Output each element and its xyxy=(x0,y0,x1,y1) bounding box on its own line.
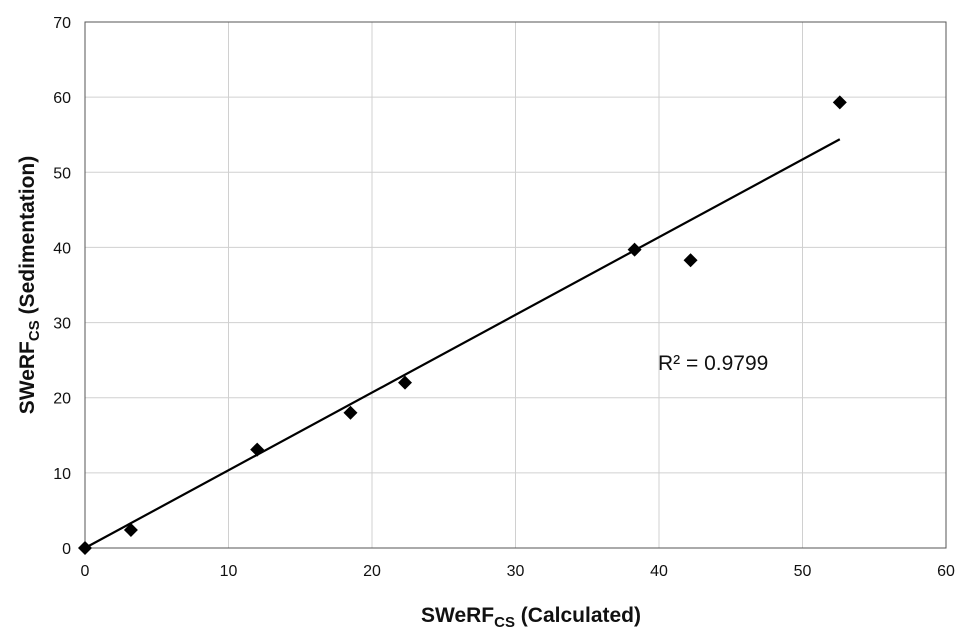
x-tick-labels: 0 10 20 30 40 50 60 xyxy=(81,563,955,580)
data-point-marker xyxy=(683,253,698,268)
y-tick-labels: 0 10 20 30 40 50 60 70 xyxy=(53,15,71,558)
x-tick-label: 0 xyxy=(81,563,90,580)
y-axis-title-suffix: (Sedimentation) xyxy=(16,156,39,321)
data-point-marker xyxy=(250,442,265,457)
trendline xyxy=(84,138,841,549)
data-point-marker xyxy=(343,405,358,420)
x-axis-title-suffix: (Calculated) xyxy=(515,604,641,627)
y-tick-label: 60 xyxy=(53,90,71,107)
y-tick-label: 20 xyxy=(53,391,71,408)
x-tick-label: 60 xyxy=(937,563,955,580)
y-axis-title-sub: CS xyxy=(26,320,43,341)
data-point-marker xyxy=(832,95,847,110)
data-point-marker xyxy=(78,541,92,555)
x-tick-label: 40 xyxy=(650,563,668,580)
x-axis-title-main: SWeRF xyxy=(421,604,494,627)
x-axis-title: SWeRFCS (Calculated) xyxy=(421,604,641,631)
x-tick-label: 10 xyxy=(220,563,238,580)
data-point-marker xyxy=(398,375,413,390)
y-tick-label: 30 xyxy=(53,316,71,333)
x-tick-label: 30 xyxy=(507,563,525,580)
y-tick-label: 40 xyxy=(53,240,71,257)
x-tick-label: 50 xyxy=(794,563,812,580)
grid-lines xyxy=(84,21,947,549)
y-tick-label: 50 xyxy=(53,165,71,182)
data-point-marker xyxy=(627,242,642,257)
y-tick-label: 0 xyxy=(62,541,71,558)
plot-frame xyxy=(84,21,947,549)
x-axis-title-sub: CS xyxy=(494,614,515,631)
data-points xyxy=(78,95,847,555)
y-axis-title: SWeRFCS (Sedimentation) xyxy=(16,156,43,414)
r-squared-annotation: R² = 0.9799 xyxy=(658,352,768,375)
y-tick-label: 70 xyxy=(53,15,71,32)
data-point-marker xyxy=(123,522,138,537)
y-tick-label: 10 xyxy=(53,466,71,483)
y-axis-title-main: SWeRF xyxy=(16,341,39,414)
x-tick-label: 20 xyxy=(363,563,381,580)
